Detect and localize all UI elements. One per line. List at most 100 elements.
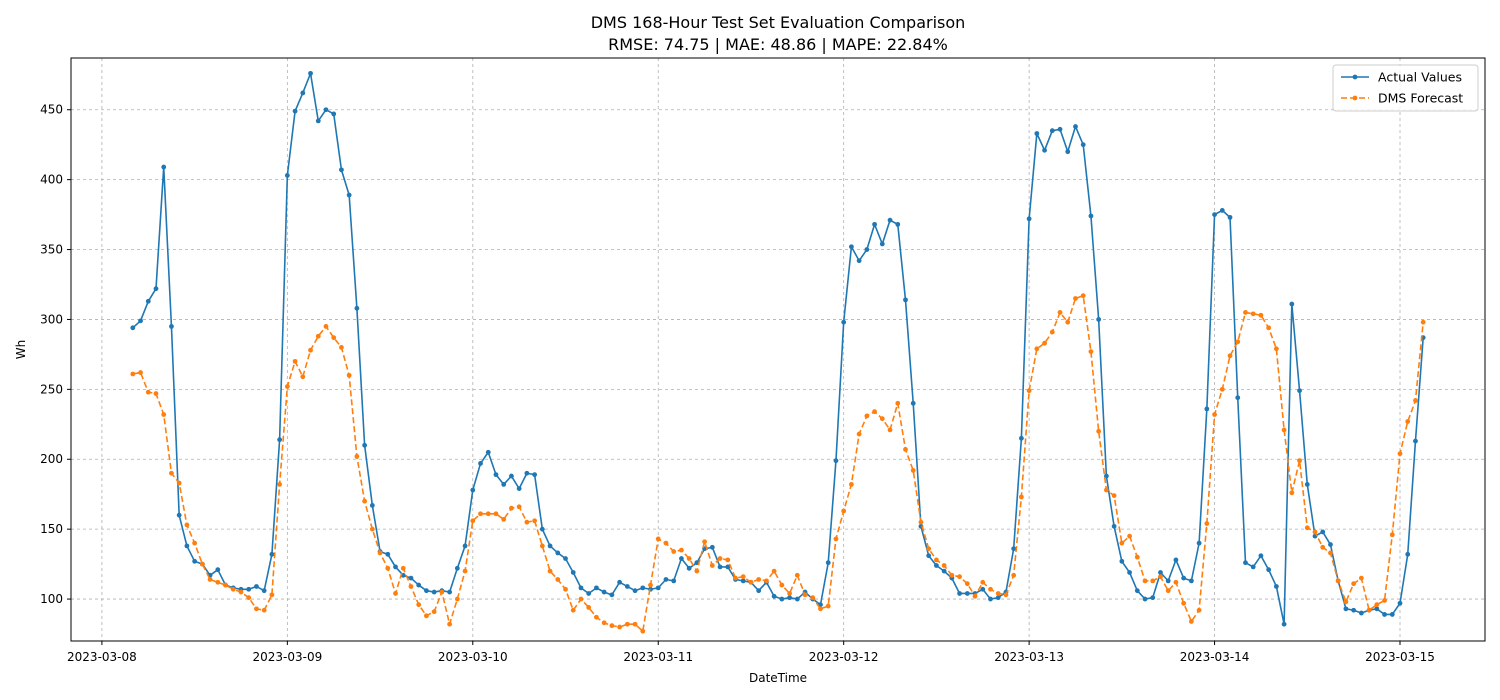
data-point	[779, 596, 785, 602]
data-point	[215, 567, 221, 573]
data-point	[601, 620, 607, 626]
data-point	[709, 544, 715, 550]
data-point	[130, 325, 136, 331]
data-point	[1227, 353, 1233, 359]
data-point	[1343, 599, 1349, 605]
data-point	[655, 536, 661, 542]
data-point	[393, 564, 398, 570]
data-point	[161, 412, 167, 417]
data-point	[470, 487, 476, 493]
series-line	[132, 72, 1424, 626]
data-point	[138, 318, 143, 324]
data-point	[995, 591, 1001, 596]
data-point	[764, 578, 769, 584]
legend-label: DMS Forecast	[1378, 91, 1463, 106]
data-point	[980, 586, 986, 592]
data-point	[934, 563, 939, 568]
data-point	[192, 558, 198, 564]
data-point	[624, 621, 630, 627]
data-point	[447, 621, 453, 627]
data-point	[1158, 570, 1163, 575]
data-point	[617, 624, 622, 630]
data-point	[254, 606, 259, 612]
data-point	[1080, 293, 1086, 299]
y-tick-label: 450	[40, 103, 63, 117]
data-point	[1397, 600, 1403, 606]
data-point	[501, 516, 507, 522]
data-point	[934, 557, 939, 563]
data-point	[1111, 493, 1117, 498]
data-point	[153, 391, 159, 396]
axes-frame	[70, 57, 1486, 642]
data-point	[300, 90, 306, 96]
data-point	[1026, 388, 1032, 394]
data-point	[1343, 606, 1349, 612]
data-point	[957, 574, 962, 580]
data-point	[354, 454, 360, 459]
data-point	[771, 593, 777, 599]
data-point	[1057, 310, 1063, 315]
data-point	[609, 623, 615, 629]
data-point	[323, 324, 329, 329]
data-point	[849, 244, 854, 250]
data-point	[470, 518, 476, 524]
data-point	[416, 602, 422, 608]
data-point	[308, 347, 313, 353]
series-lines	[130, 70, 1426, 634]
data-point	[833, 536, 839, 542]
data-point	[995, 595, 1001, 601]
data-point	[1142, 578, 1148, 584]
data-point	[563, 586, 568, 592]
data-point	[825, 603, 831, 609]
data-point	[586, 591, 592, 596]
x-tick-label: 2023-03-14	[1180, 650, 1250, 664]
data-point	[980, 579, 986, 585]
data-point	[1181, 575, 1187, 581]
data-point	[315, 118, 321, 124]
data-point	[1188, 619, 1194, 624]
data-point	[926, 553, 932, 559]
data-point	[1204, 406, 1210, 412]
data-point	[1258, 312, 1264, 318]
data-point	[563, 556, 568, 561]
data-point	[1374, 602, 1380, 608]
data-point	[1196, 540, 1202, 546]
data-point	[1219, 207, 1225, 213]
data-point	[1382, 598, 1387, 603]
data-point	[238, 589, 244, 595]
y-tick-label: 300	[40, 312, 63, 326]
data-point	[1003, 592, 1009, 598]
data-point	[1289, 301, 1295, 307]
legend-box	[1332, 64, 1479, 112]
data-point	[1382, 612, 1387, 617]
x-tick-label: 2023-03-15	[1365, 650, 1435, 664]
data-point	[462, 568, 468, 574]
x-tick-label: 2023-03-08	[67, 650, 137, 664]
data-point	[1196, 607, 1202, 613]
data-point	[223, 582, 228, 588]
data-point	[1134, 588, 1140, 594]
data-point	[539, 526, 545, 532]
data-point	[547, 568, 553, 574]
data-point	[964, 591, 970, 596]
data-point	[176, 480, 182, 486]
data-point	[903, 297, 908, 303]
data-point	[509, 473, 514, 479]
data-point	[1235, 339, 1241, 345]
data-point	[145, 298, 151, 304]
data-point	[230, 586, 236, 592]
data-point	[833, 458, 839, 464]
data-point	[1366, 607, 1372, 613]
data-point	[1049, 329, 1055, 335]
data-point	[385, 565, 391, 571]
data-point	[1158, 574, 1163, 580]
data-point	[578, 596, 584, 602]
data-point	[895, 400, 901, 406]
data-point	[717, 556, 723, 561]
data-point	[1142, 596, 1148, 602]
data-point	[1351, 607, 1357, 613]
data-point	[539, 543, 545, 549]
data-point	[872, 409, 877, 415]
y-tick-label: 350	[40, 243, 63, 257]
data-point	[709, 563, 715, 568]
